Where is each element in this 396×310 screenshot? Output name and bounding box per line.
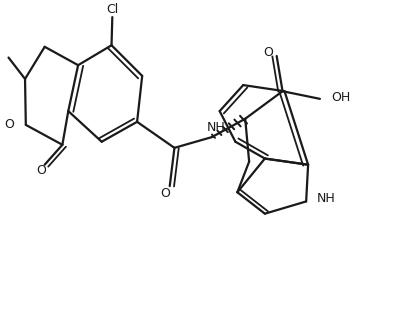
Text: NH: NH: [206, 121, 225, 134]
Text: O: O: [36, 164, 46, 177]
Text: O: O: [160, 187, 170, 200]
Text: O: O: [263, 46, 273, 60]
Text: OH: OH: [332, 91, 351, 104]
Text: O: O: [4, 118, 14, 131]
Text: Cl: Cl: [106, 3, 118, 16]
Text: NH: NH: [317, 193, 336, 206]
